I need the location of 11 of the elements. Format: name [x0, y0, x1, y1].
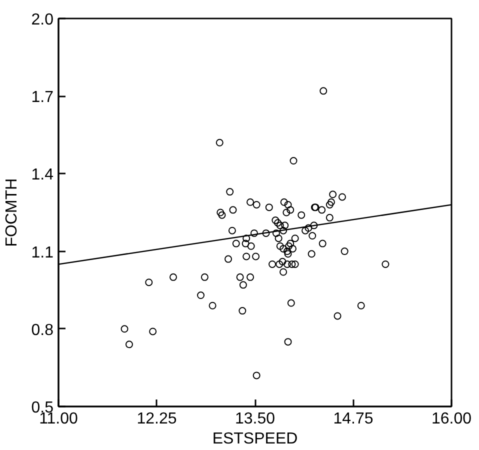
x-tick-label: 12.25 — [136, 410, 177, 428]
y-axis-title: FOCMTH — [3, 178, 20, 247]
x-tick-label: 14.75 — [333, 410, 374, 428]
x-tick-label: 13.50 — [234, 410, 276, 428]
y-tick-label: 2.0 — [31, 12, 54, 28]
y-tick-label: 0.8 — [31, 322, 54, 339]
x-axis-title: ESTSPEED — [212, 430, 298, 448]
x-tick-label: 16.00 — [431, 410, 472, 428]
y-tick-label: 1.7 — [31, 89, 54, 106]
y-tick-label: 1.4 — [31, 166, 54, 184]
y-tick-label: 1.1 — [31, 244, 54, 262]
